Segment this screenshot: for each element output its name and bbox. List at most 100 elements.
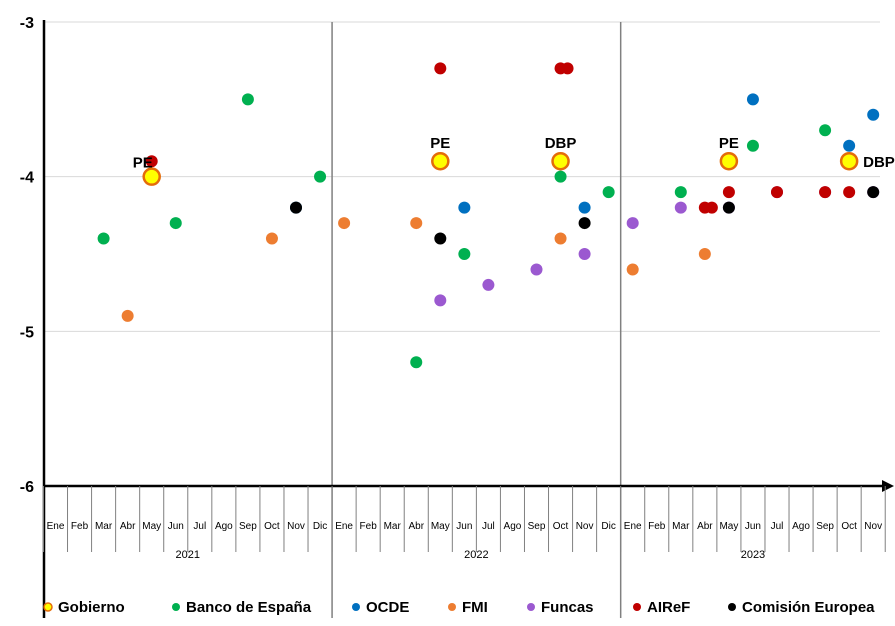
legend-marker-ocde — [352, 603, 360, 611]
month-label: Sep — [239, 521, 257, 532]
y-tick-label: -5 — [20, 324, 34, 341]
month-label: May — [719, 521, 738, 532]
point-ce — [434, 232, 447, 245]
point-bde — [410, 356, 423, 369]
month-label: May — [431, 521, 450, 532]
point-bde — [169, 217, 182, 230]
legend-label-gobierno: Gobierno — [58, 599, 125, 616]
month-label: Oct — [841, 521, 857, 532]
point-gobierno — [142, 167, 161, 186]
legend-label-fmi: FMI — [462, 599, 488, 616]
legend-marker-fmi — [448, 603, 456, 611]
point-fmi — [626, 263, 639, 276]
month-label: Feb — [648, 521, 666, 532]
point-bde — [97, 232, 110, 245]
point-ocde — [458, 201, 471, 214]
point-fmi — [698, 248, 711, 260]
point-fmi — [338, 217, 351, 230]
point-airef — [705, 201, 718, 214]
year-label: 2021 — [176, 549, 200, 561]
month-label: Nov — [287, 521, 305, 532]
legend-marker-funcas — [527, 603, 535, 611]
y-tick-label: -4 — [20, 170, 34, 187]
point-gobierno — [431, 151, 450, 171]
point-airef — [145, 155, 158, 168]
point-bde — [458, 248, 471, 260]
legend-marker-bde — [172, 603, 180, 611]
legend-marker-airef — [633, 603, 641, 611]
point-airef — [722, 186, 735, 199]
month-label: Sep — [528, 521, 546, 532]
month-label: Oct — [553, 521, 569, 532]
month-label: Mar — [384, 521, 402, 532]
month-label: Ene — [335, 521, 353, 532]
point-fmi — [121, 309, 134, 322]
point-funcas — [530, 263, 543, 276]
month-label: Nov — [864, 521, 882, 532]
month-label: Oct — [264, 521, 280, 532]
point-ocde — [746, 93, 759, 106]
point-ce — [867, 186, 880, 199]
year-label: 2023 — [741, 549, 765, 561]
legend-label-ce: Comisión Europea — [742, 599, 875, 616]
point-funcas — [626, 217, 639, 230]
point-airef — [771, 186, 783, 199]
month-label: Jun — [456, 521, 472, 532]
point-airef — [434, 62, 447, 75]
month-label: Jun — [745, 521, 761, 532]
point-fmi — [554, 232, 567, 245]
month-label: Mar — [95, 521, 113, 532]
month-label: Ago — [215, 521, 233, 532]
point-bde — [602, 186, 615, 199]
month-label: Abr — [697, 521, 713, 532]
point-annotation: DBP — [545, 135, 577, 152]
point-gobierno — [719, 151, 739, 171]
point-ocde — [843, 139, 856, 152]
month-label: Ago — [792, 521, 810, 532]
x-axis-arrow — [882, 480, 894, 492]
month-label: Abr — [120, 521, 136, 532]
year-label: 2022 — [464, 549, 488, 561]
legend-marker-gobierno — [43, 602, 53, 612]
point-airef — [561, 62, 574, 75]
month-label: Abr — [408, 521, 424, 532]
month-label: Feb — [360, 521, 378, 532]
point-annotation: PE — [430, 135, 450, 152]
point-gobierno — [551, 151, 570, 171]
point-airef — [843, 186, 856, 199]
point-ce — [578, 217, 591, 230]
point-bde — [241, 93, 254, 106]
point-ocde — [578, 201, 591, 214]
point-annotation: PE — [133, 155, 153, 172]
legend-label-bde: Banco de España — [186, 599, 312, 616]
point-gobierno — [839, 151, 859, 171]
point-annotation: PE — [719, 135, 739, 152]
point-bde — [314, 170, 327, 183]
y-tick-label: -3 — [20, 15, 34, 32]
month-label: Dic — [601, 521, 615, 532]
month-label: Feb — [71, 521, 89, 532]
point-bde — [674, 186, 687, 199]
legend-label-funcas: Funcas — [541, 599, 594, 616]
point-bde — [554, 170, 567, 183]
point-airef — [819, 186, 832, 199]
legend-marker-ce — [728, 603, 736, 611]
month-label: Jul — [193, 521, 206, 532]
point-ocde — [867, 108, 880, 121]
point-funcas — [674, 201, 687, 214]
point-ce — [722, 201, 735, 214]
point-fmi — [410, 217, 423, 230]
month-label: Mar — [672, 521, 690, 532]
month-label: Jul — [482, 521, 495, 532]
month-label: Nov — [576, 521, 594, 532]
month-label: Jun — [168, 521, 184, 532]
month-label: Ene — [624, 521, 642, 532]
point-fmi — [265, 232, 278, 245]
legend-label-ocde: OCDE — [366, 599, 409, 616]
month-label: Ago — [504, 521, 522, 532]
y-tick-label: -6 — [20, 479, 34, 496]
legend-label-airef: AIReF — [647, 599, 690, 616]
point-funcas — [434, 294, 447, 307]
